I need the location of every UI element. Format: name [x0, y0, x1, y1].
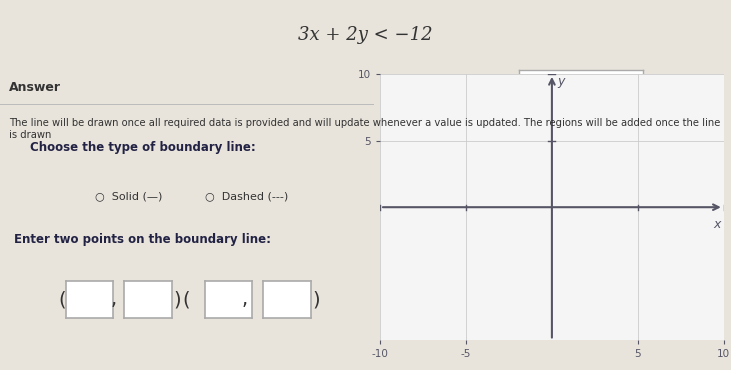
Text: ○  Dashed (---): ○ Dashed (---) — [205, 191, 288, 201]
Text: Enable Zoom/Pan: Enable Zoom/Pan — [536, 78, 626, 88]
Text: ○  Solid (—): ○ Solid (—) — [95, 191, 162, 201]
Text: (: ( — [58, 290, 66, 309]
Text: ): ) — [174, 290, 181, 309]
Text: y: y — [557, 75, 564, 88]
Text: Answer: Answer — [9, 81, 61, 94]
Text: (: ( — [183, 290, 190, 309]
Text: ,: , — [242, 290, 248, 309]
Text: The line will be drawn once all required data is provided and will update whenev: The line will be drawn once all required… — [9, 118, 720, 140]
Text: ,: , — [110, 290, 116, 309]
Text: x: x — [713, 218, 720, 231]
Text: Enter two points on the boundary line:: Enter two points on the boundary line: — [14, 233, 271, 246]
Text: ): ) — [312, 290, 319, 309]
Text: 3x + 2y < −12: 3x + 2y < −12 — [298, 26, 433, 44]
Text: Choose the type of boundary line:: Choose the type of boundary line: — [30, 141, 255, 154]
